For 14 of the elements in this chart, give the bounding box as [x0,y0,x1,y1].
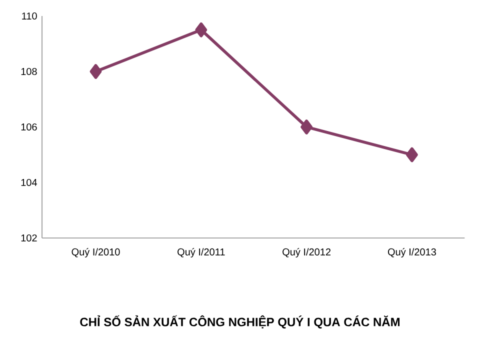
x-tick-label: Quý I/2011 [178,248,225,258]
y-tick-label: 102 [21,234,37,242]
point [406,147,418,162]
y-tick-label: 106 [21,123,37,131]
x-tick-label: Quý I/2010 [72,248,120,258]
y-tick-label: 110 [22,12,37,20]
x-tick-label: Quý I/2013 [388,248,436,258]
text: CHỈ SỐ SẢN XUẤT CÔNG NGHIỆP QUÝ I QUA CÁC NĂM [80,315,400,329]
point [195,22,208,38]
point [300,120,313,134]
x-tick-label: Quý I/2012 [282,248,331,258]
point [90,64,102,79]
y-tick-label: 104 [21,178,37,186]
y-tick-label: 108 [21,68,37,76]
